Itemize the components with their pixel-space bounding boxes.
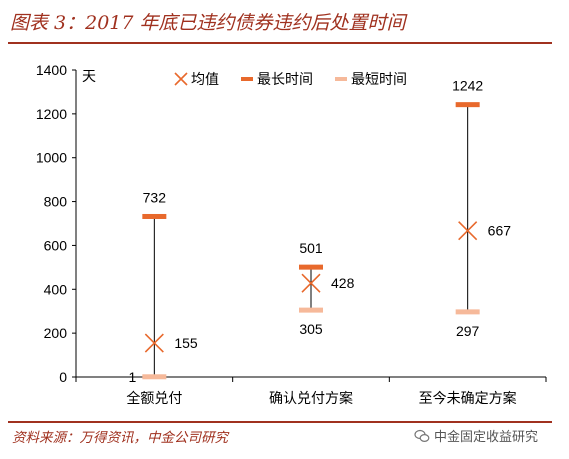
- x-tick-label: 至今未确定方案: [419, 390, 517, 407]
- y-tick-label: 1200: [36, 106, 67, 122]
- watermark: 中金固定收益研究: [414, 426, 538, 445]
- min-data-label: 297: [456, 323, 480, 339]
- source-note: 资料来源：万得资讯，中金公司研究: [12, 430, 228, 446]
- legend-label: 最长时间: [257, 72, 313, 88]
- title-rule: [8, 42, 552, 44]
- legend-label: 最短时间: [351, 72, 407, 88]
- y-tick-label: 1400: [36, 62, 67, 78]
- min-marker: [299, 307, 323, 313]
- source-rule: [8, 421, 552, 423]
- y-tick-label: 800: [44, 194, 68, 210]
- y-axis-label: 天: [82, 69, 96, 85]
- legend-marker: [335, 77, 347, 81]
- mean-data-label: 155: [174, 335, 198, 351]
- x-tick-label: 全额兑付: [126, 390, 182, 407]
- max-marker: [142, 213, 167, 219]
- max-marker: [455, 102, 480, 108]
- y-tick-label: 200: [44, 325, 68, 341]
- min-data-label: 305: [299, 321, 323, 337]
- legend-label: 均值: [191, 72, 219, 88]
- min-marker: [142, 374, 167, 380]
- max-data-label: 501: [299, 240, 323, 256]
- max-marker: [299, 264, 323, 270]
- max-data-label: 732: [143, 189, 167, 205]
- mean-marker: [301, 273, 321, 293]
- y-tick-label: 1000: [36, 150, 67, 166]
- max-data-label: 1242: [452, 78, 483, 94]
- figure-title: 图表 3：2017 年底已违约债券违约后处置时间: [10, 12, 406, 34]
- watermark-label: 中金固定收益研究: [434, 430, 539, 445]
- mean-data-label: 428: [331, 275, 355, 291]
- mean-marker: [458, 221, 478, 241]
- min-marker: [455, 309, 480, 315]
- mean-marker: [144, 333, 164, 353]
- wechat-icon: [414, 429, 430, 442]
- mean-data-label: 667: [488, 223, 512, 239]
- y-tick-label: 600: [44, 237, 68, 253]
- min-data-label: 1: [129, 369, 137, 385]
- legend-marker: [241, 77, 253, 81]
- y-tick-label: 400: [44, 281, 68, 297]
- legend-marker-mean: [174, 72, 188, 86]
- x-tick-label: 确认兑付方案: [269, 390, 353, 407]
- y-tick-label: 0: [59, 369, 67, 385]
